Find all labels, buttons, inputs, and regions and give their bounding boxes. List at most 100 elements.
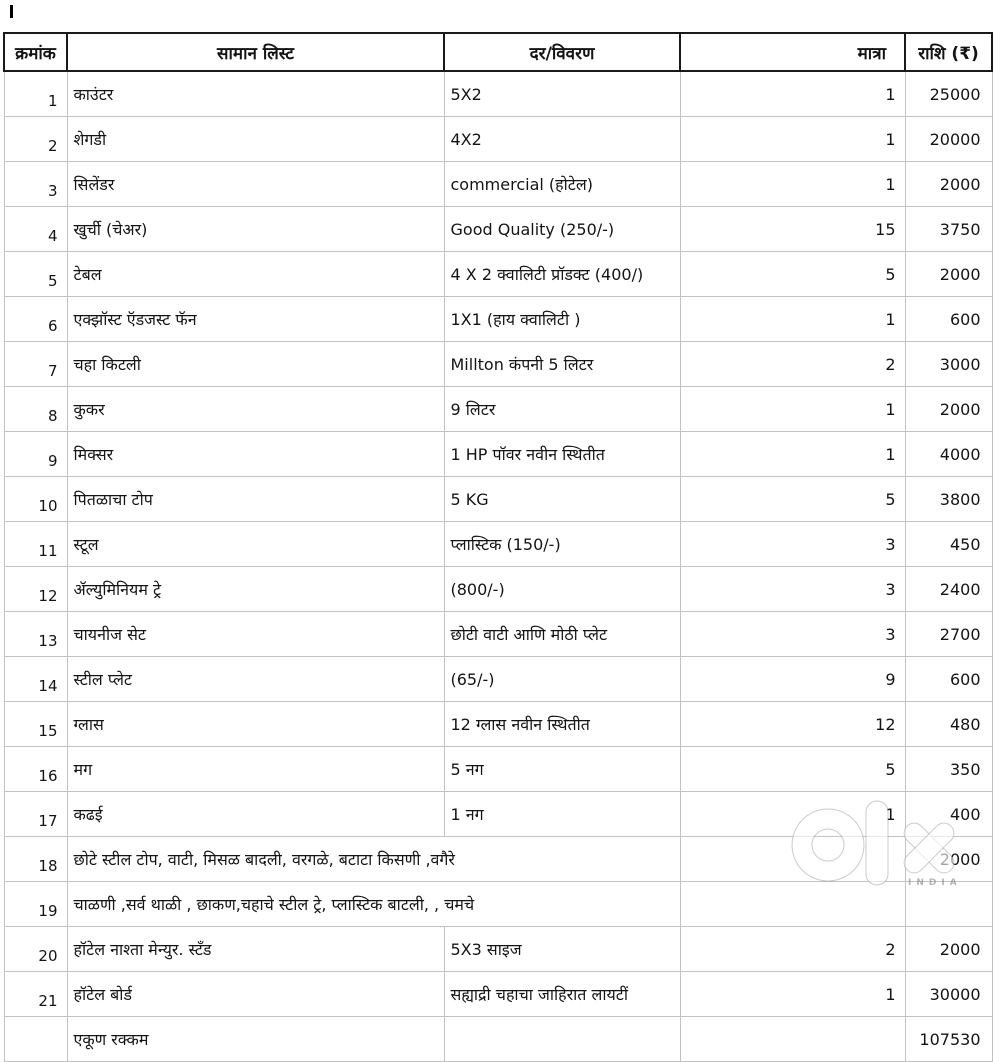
- qty-cell: 5: [679, 251, 906, 297]
- table-row: 18 छोटे स्टील टोप, वाटी, मिसळ बादली, वरगळ…: [3, 836, 993, 882]
- amount-cell: 20000: [904, 116, 993, 162]
- serial-cell: 11: [3, 521, 68, 567]
- rate-cell: (65/-): [443, 656, 681, 702]
- qty-cell: 1: [679, 971, 906, 1017]
- table-row: 13 चायनीज सेट छोटी वाटी आणि मोठी प्लेट 3 270…: [3, 611, 993, 657]
- rate-cell: Good Quality (250/-): [443, 206, 681, 252]
- amount-cell: 2000: [904, 926, 993, 972]
- amount-cell: 2400: [904, 566, 993, 612]
- qty-cell: [679, 881, 906, 927]
- table-row: 9 मिक्सर 1 HP पॉवर नवीन स्थितीत 1 4000: [3, 431, 993, 477]
- qty-cell: 1: [679, 431, 906, 477]
- amount-cell: 2000: [904, 251, 993, 297]
- item-cell: चाळणी ,सर्व थाळी , छाकण,चहाचे स्टील ट्रे…: [66, 881, 681, 927]
- rate-cell: 1 नग: [443, 791, 681, 837]
- table-row: 17 कढई 1 नग 1 400: [3, 791, 993, 837]
- table-footer: एकूण रक्कम 107530: [3, 1016, 993, 1062]
- item-cell: टेबल: [66, 251, 445, 297]
- qty-cell: 1: [679, 386, 906, 432]
- amount-cell: 400: [904, 791, 993, 837]
- page: { "table": { "headers": { "serial": "क्र…: [3, 5, 993, 1062]
- amount-cell: 2700: [904, 611, 993, 657]
- serial-cell: 14: [3, 656, 68, 702]
- table-row: 12 ॲल्युमिनियम ट्रे (800/-) 3 2400: [3, 566, 993, 612]
- total-amount-cell: 107530: [904, 1016, 993, 1062]
- serial-cell: 16: [3, 746, 68, 792]
- item-cell: हॉटेल बोर्ड: [66, 971, 445, 1017]
- item-cell: खुर्ची (चेअर): [66, 206, 445, 252]
- item-cell: चहा किटली: [66, 341, 445, 387]
- serial-cell: 13: [3, 611, 68, 657]
- item-cell: शेगडी: [66, 116, 445, 162]
- header-rate: दर/विवरण: [443, 32, 681, 72]
- amount-cell: 3750: [904, 206, 993, 252]
- amount-cell: 2000: [904, 836, 993, 882]
- amount-cell: 3800: [904, 476, 993, 522]
- table-row: 5 टेबल 4 X 2 क्वालिटी प्रॉडक्ट (400/) 5 2000: [3, 251, 993, 297]
- table-row: 7 चहा किटली Millton कंपनी 5 लिटर 2 3000: [3, 341, 993, 387]
- qty-cell: 5: [679, 746, 906, 792]
- amount-cell: 25000: [904, 70, 993, 117]
- item-cell: एक्झॉस्ट ऍडजस्ट फॅन: [66, 296, 445, 342]
- serial-cell: 9: [3, 431, 68, 477]
- item-cell: स्टूल: [66, 521, 445, 567]
- rate-cell: (800/-): [443, 566, 681, 612]
- table-row: 1 काउंटर 5X2 1 25000: [3, 70, 993, 117]
- serial-cell: 5: [3, 251, 68, 297]
- rate-cell: 5 KG: [443, 476, 681, 522]
- header-qty: मात्रा: [679, 32, 906, 72]
- table-row: 6 एक्झॉस्ट ऍडजस्ट फॅन 1X1 (हाय क्वालिटी ) 1…: [3, 296, 993, 342]
- qty-cell: 9: [679, 656, 906, 702]
- qty-cell: 1: [679, 791, 906, 837]
- qty-cell: 12: [679, 701, 906, 747]
- serial-cell: 12: [3, 566, 68, 612]
- header-row: क्रमांक सामान लिस्ट दर/विवरण मात्रा राशि…: [3, 32, 993, 72]
- item-cell: हॉटेल नाश्ता मेन्युर. स्टँड: [66, 926, 445, 972]
- total-row: एकूण रक्कम 107530: [3, 1016, 993, 1062]
- table-row: 10 पितळाचा टोप 5 KG 5 3800: [3, 476, 993, 522]
- amount-cell: [904, 881, 993, 927]
- rate-cell: 12 ग्लास नवीन स्थितीत: [443, 701, 681, 747]
- table-row: 20 हॉटेल नाश्ता मेन्युर. स्टँड 5X3 साइज 2 20…: [3, 926, 993, 972]
- table-row: 19 चाळणी ,सर्व थाळी , छाकण,चहाचे स्टील ट्…: [3, 881, 993, 927]
- serial-cell: 2: [3, 116, 68, 162]
- total-qty-cell: [679, 1016, 906, 1062]
- table-row: 2 शेगडी 4X2 1 20000: [3, 116, 993, 162]
- rate-cell: commercial (होटेल): [443, 161, 681, 207]
- item-cell: काउंटर: [66, 70, 445, 117]
- qty-cell: 3: [679, 521, 906, 567]
- qty-cell: 3: [679, 566, 906, 612]
- total-label-cell: एकूण रक्कम: [66, 1016, 445, 1062]
- table-row: 8 कुकर 9 लिटर 1 2000: [3, 386, 993, 432]
- serial-cell: 6: [3, 296, 68, 342]
- amount-cell: 4000: [904, 431, 993, 477]
- serial-cell: 1: [3, 70, 68, 117]
- qty-cell: 1: [679, 70, 906, 117]
- table-row: 14 स्टील प्लेट (65/-) 9 600: [3, 656, 993, 702]
- total-serial-cell: [3, 1016, 68, 1062]
- amount-cell: 480: [904, 701, 993, 747]
- table-row: 21 हॉटेल बोर्ड सह्याद्री चहाचा जाहिरात लाय…: [3, 971, 993, 1017]
- item-cell: कुकर: [66, 386, 445, 432]
- qty-cell: 2: [679, 926, 906, 972]
- rate-cell: 1X1 (हाय क्वालिटी ): [443, 296, 681, 342]
- item-cell: कढई: [66, 791, 445, 837]
- total-rate-cell: [443, 1016, 681, 1062]
- qty-cell: 1: [679, 296, 906, 342]
- amount-cell: 350: [904, 746, 993, 792]
- item-cell: सिलेंडर: [66, 161, 445, 207]
- rate-cell: 5X3 साइज: [443, 926, 681, 972]
- table-row: 16 मग 5 नग 5 350: [3, 746, 993, 792]
- price-list-table: क्रमांक सामान लिस्ट दर/विवरण मात्रा राशि…: [3, 32, 993, 1062]
- price-list-table-container: क्रमांक सामान लिस्ट दर/विवरण मात्रा राशि…: [3, 32, 993, 1062]
- amount-cell: 30000: [904, 971, 993, 1017]
- item-cell: छोटे स्टील टोप, वाटी, मिसळ बादली, वरगळे,…: [66, 836, 681, 882]
- amount-cell: 3000: [904, 341, 993, 387]
- serial-cell: 18: [3, 836, 68, 882]
- qty-cell: 1: [679, 161, 906, 207]
- rate-cell: छोटी वाटी आणि मोठी प्लेट: [443, 611, 681, 657]
- item-cell: मिक्सर: [66, 431, 445, 477]
- amount-cell: 2000: [904, 161, 993, 207]
- serial-cell: 21: [3, 971, 68, 1017]
- scan-artifact-mark: [10, 5, 13, 18]
